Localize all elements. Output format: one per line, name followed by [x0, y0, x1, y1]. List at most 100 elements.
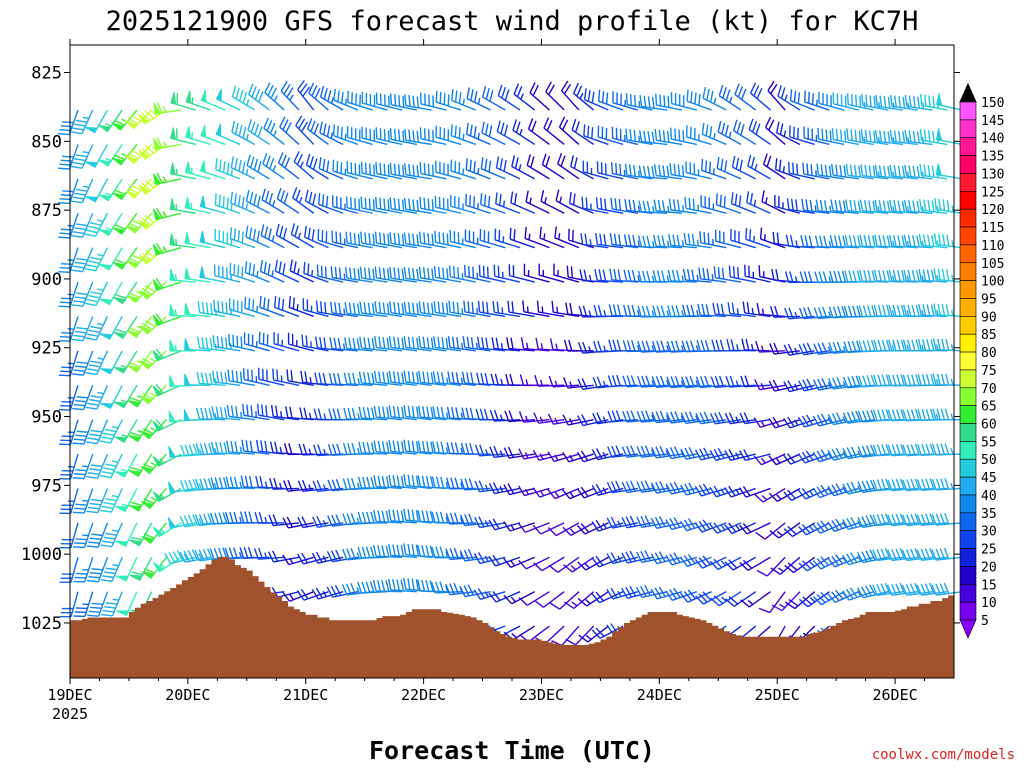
barb-feather	[432, 130, 434, 142]
y-tick-label: 975	[31, 476, 62, 496]
barb-shaft	[262, 163, 285, 180]
wind-barb	[419, 231, 447, 249]
barb-feather	[401, 234, 405, 246]
barb-feather	[356, 303, 361, 315]
wind-barb	[70, 178, 94, 204]
barb-feather	[327, 90, 332, 102]
barb-shaft	[405, 243, 432, 249]
barb-feather	[478, 516, 485, 528]
barb-feather	[581, 196, 584, 209]
barb-feather	[305, 335, 308, 347]
wind-barb	[153, 102, 182, 115]
wind-barb	[491, 337, 521, 352]
wind-barb	[115, 522, 138, 547]
barb-feather	[574, 121, 580, 133]
wind-barb	[669, 163, 697, 180]
wind-barb	[463, 300, 491, 318]
barb-feather	[806, 163, 809, 175]
barb-feather	[300, 121, 309, 133]
barb-shaft	[229, 309, 255, 318]
barb-feather	[595, 591, 604, 602]
wind-barb	[435, 125, 462, 146]
barb-feather	[197, 336, 201, 349]
barb-feather	[316, 515, 323, 527]
wind-barb	[388, 440, 417, 455]
barb-feather	[74, 261, 87, 265]
wind-barb	[184, 338, 211, 352]
barb-feather	[128, 187, 139, 194]
barb-flag	[152, 314, 163, 326]
barb-feather	[224, 337, 228, 349]
barb-shaft	[495, 556, 521, 567]
barb-feather	[419, 162, 422, 174]
barb-half-feather	[152, 111, 158, 117]
barb-shaft	[670, 384, 697, 389]
barb-feather	[322, 372, 327, 385]
barb-shaft	[248, 94, 270, 111]
barb-feather	[87, 368, 99, 372]
barb-feather	[576, 451, 585, 463]
wind-barb	[246, 154, 270, 180]
barb-feather	[86, 229, 98, 234]
barb-feather	[498, 193, 502, 206]
barb-shaft	[276, 198, 300, 214]
barb-feather	[261, 404, 264, 416]
barb-feather	[143, 568, 156, 574]
barb-feather	[577, 378, 584, 390]
barb-feather	[469, 195, 472, 207]
barb-feather	[675, 305, 680, 317]
barb-feather	[479, 408, 485, 421]
barb-shaft	[244, 307, 270, 318]
barb-feather	[387, 233, 390, 246]
barb-feather	[209, 373, 213, 385]
barb-shaft	[543, 127, 565, 145]
barb-feather	[448, 300, 451, 313]
barb-shaft	[69, 213, 79, 239]
barb-feather	[431, 476, 436, 488]
barb-flag	[138, 254, 151, 265]
barb-feather	[235, 87, 240, 100]
barb-half-feather	[665, 449, 670, 457]
wind-barb	[86, 522, 109, 548]
barb-feather	[659, 445, 666, 457]
barb-feather	[650, 517, 658, 529]
barb-shaft	[528, 625, 550, 643]
barb-shaft	[259, 306, 285, 318]
barb-feather	[467, 549, 474, 561]
barb-feather	[473, 196, 476, 208]
barb-feather	[629, 550, 637, 562]
barb-shaft	[626, 174, 653, 180]
barb-shaft	[95, 316, 109, 341]
barb-half-feather	[544, 197, 547, 204]
barb-feather	[105, 602, 118, 605]
barb-feather	[244, 296, 247, 309]
barb-shaft	[611, 243, 638, 249]
barb-feather	[101, 613, 113, 617]
barb-feather	[439, 546, 445, 558]
barb-shaft	[583, 171, 609, 180]
barb-flag	[152, 420, 164, 432]
barb-feather	[382, 337, 386, 349]
barb-feather	[650, 588, 658, 600]
barb-feather	[496, 120, 501, 132]
barb-feather	[101, 436, 113, 440]
barb-feather	[244, 511, 249, 523]
barb-feather	[292, 297, 295, 309]
barb-feather	[637, 270, 643, 283]
barb-feather	[351, 442, 356, 455]
barb-feather	[417, 440, 422, 452]
barb-feather	[343, 372, 348, 384]
barb-feather	[473, 589, 482, 600]
barb-feather	[691, 269, 695, 281]
barb-feather	[204, 407, 209, 420]
barb-half-feather	[112, 494, 119, 498]
wind-barb	[639, 130, 668, 146]
barb-feather	[105, 532, 117, 536]
barb-feather	[540, 190, 545, 202]
wind-barb	[86, 557, 109, 583]
wind-barb	[99, 247, 123, 271]
barb-feather	[90, 395, 103, 399]
wind-barb	[636, 410, 668, 423]
barb-shaft	[390, 450, 417, 455]
wind-barb	[138, 247, 167, 265]
